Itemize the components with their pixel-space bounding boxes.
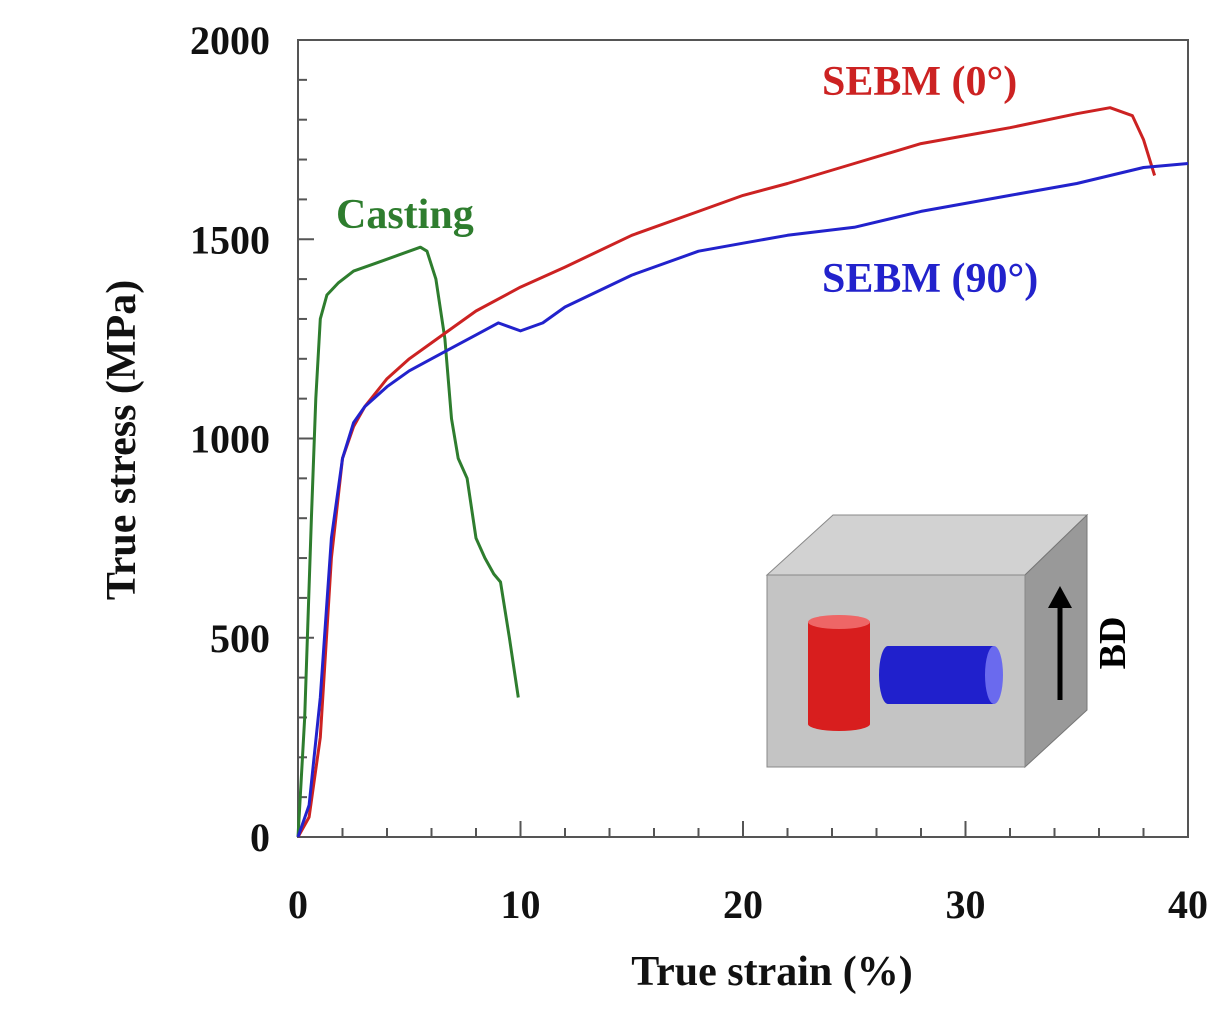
x-axis-title: True strain (%) (631, 949, 913, 995)
build-direction-arrow-head (1048, 586, 1072, 608)
y-axis-title: True stress (MPa) (99, 280, 145, 600)
x-tick-label: 20 (723, 882, 763, 927)
axis-ticks (297, 39, 1189, 838)
y-tick-label: 2000 (190, 18, 270, 63)
blue-cylinder-body (888, 646, 994, 704)
red-cylinder-top (808, 615, 870, 629)
specimen-orientation-inset: BD (765, 513, 1134, 769)
axis-tick-labels: 0 10 20 30 40 0 500 1000 1500 2000 (190, 18, 1208, 927)
build-direction-label: BD (1092, 617, 1134, 670)
series-label-sebm-0: SEBM (0°) (822, 59, 1017, 105)
x-tick-label: 0 (288, 882, 308, 927)
series-lines (296, 106, 1189, 838)
y-tick-label: 0 (250, 815, 270, 860)
blue-cylinder-end (985, 646, 1003, 704)
series-label-sebm-90: SEBM (90°) (822, 256, 1038, 302)
series-line-sebm-90 (296, 162, 1189, 838)
y-tick-label: 1000 (190, 417, 270, 462)
x-tick-label: 40 (1168, 882, 1208, 927)
y-tick-label: 500 (210, 616, 270, 661)
x-tick-label: 10 (501, 882, 541, 927)
red-cylinder-bottom (808, 717, 870, 731)
blue-cylinder-left (879, 646, 897, 704)
series-label-casting: Casting (336, 192, 474, 238)
red-cylinder-body (808, 622, 870, 724)
y-tick-label: 1500 (190, 217, 270, 262)
x-tick-label: 30 (946, 882, 986, 927)
series-line-casting (296, 245, 520, 838)
